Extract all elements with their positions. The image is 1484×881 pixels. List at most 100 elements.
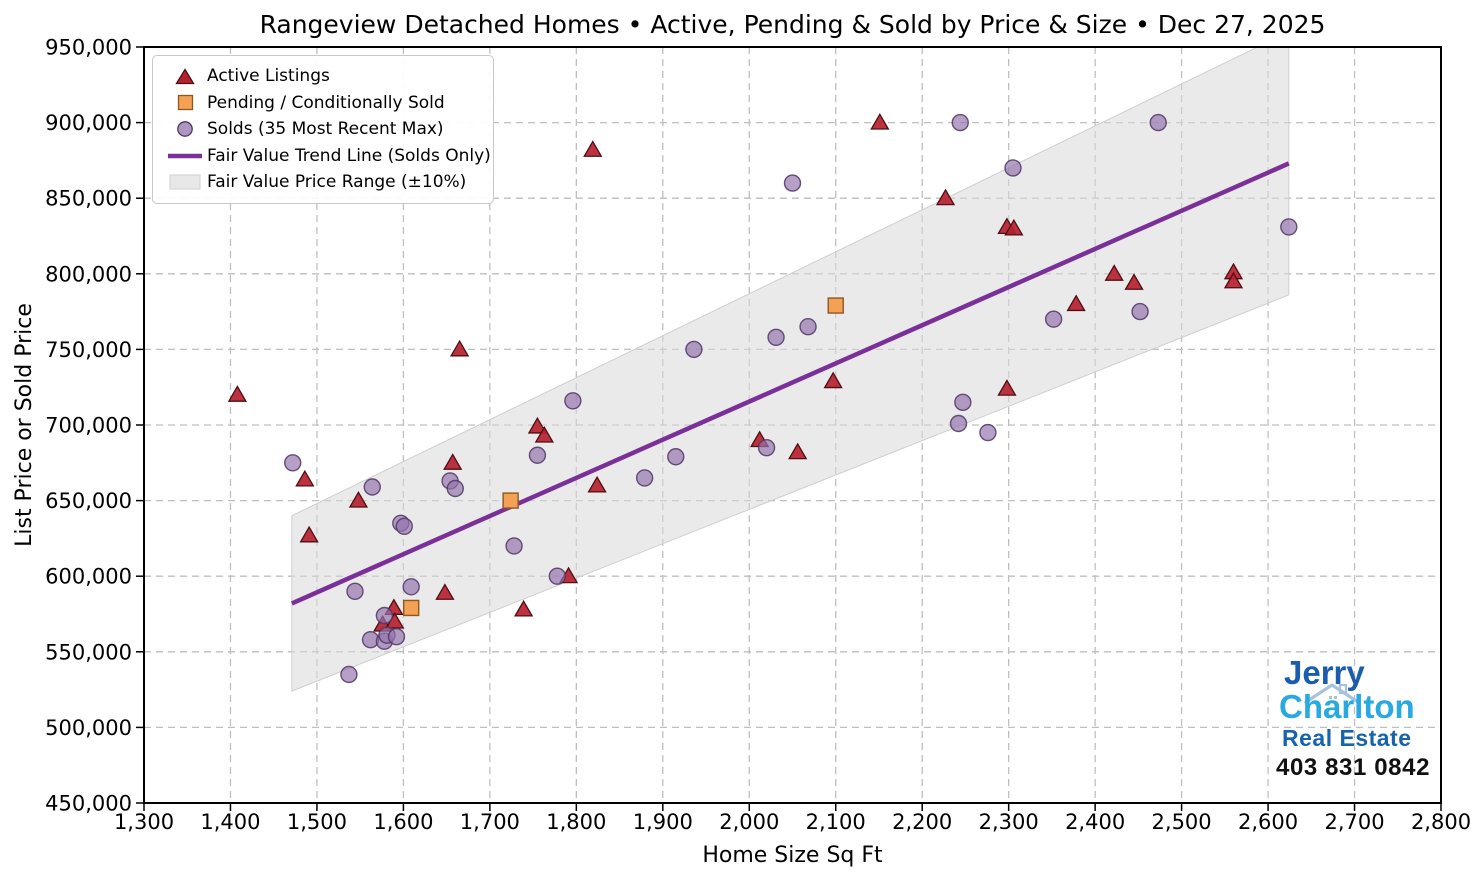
series-circle xyxy=(284,113,1298,684)
active-listing-point xyxy=(449,339,470,357)
x-tick-label: 1,500 xyxy=(287,810,347,834)
y-tick-label: 800,000 xyxy=(45,262,132,286)
legend-item-active-listings: Active Listings xyxy=(163,63,481,90)
y-tick-label: 550,000 xyxy=(45,640,132,664)
sold-circle-icon xyxy=(163,120,207,138)
sold-point xyxy=(387,627,406,646)
active-listing-point xyxy=(348,491,369,508)
x-tick-label: 2,300 xyxy=(979,810,1039,834)
y-tick-label: 500,000 xyxy=(45,716,132,740)
y-tick-label: 900,000 xyxy=(45,111,132,135)
legend: Active Listings Pending / Conditionally … xyxy=(152,55,494,204)
y-tick-label: 850,000 xyxy=(45,187,132,211)
legend-label: Fair Value Price Range (±10%) xyxy=(207,172,467,193)
chart-title: Rangeview Detached Homes • Active, Pendi… xyxy=(259,10,1326,39)
sold-point xyxy=(1044,310,1063,328)
sold-point xyxy=(635,469,654,487)
x-tick-label: 2,500 xyxy=(1152,810,1212,834)
y-tick-label: 700,000 xyxy=(45,414,132,438)
active-listing-point xyxy=(583,140,603,157)
x-tick-label: 1,700 xyxy=(460,810,520,834)
sold-point xyxy=(1131,302,1149,321)
logo-tagline: Real Estate xyxy=(1282,725,1412,751)
y-tick-label: 950,000 xyxy=(45,36,132,60)
sold-point xyxy=(505,537,523,555)
sold-point xyxy=(1004,159,1022,177)
active-listing-point xyxy=(587,475,607,493)
sold-point xyxy=(783,174,802,192)
logo-charlton-line: Charlton xyxy=(1279,683,1446,725)
active-listing-triangle-icon xyxy=(163,67,207,85)
pending-point xyxy=(402,599,420,617)
logo-phone-number: 403 831 0842 xyxy=(1276,754,1431,781)
x-tick-label: 2,700 xyxy=(1324,810,1384,834)
sold-point xyxy=(446,479,464,498)
y-tick-label: 750,000 xyxy=(45,338,132,362)
sold-point xyxy=(528,446,547,464)
active-listing-point xyxy=(1004,218,1024,236)
house-roof-icon xyxy=(1304,683,1360,704)
legend-label: Active Listings xyxy=(207,66,330,87)
active-listing-point xyxy=(443,453,463,470)
active-listing-point xyxy=(534,425,554,443)
x-tick-label: 1,800 xyxy=(546,810,606,834)
sold-point xyxy=(954,393,972,412)
active-listing-point xyxy=(435,583,455,600)
active-listing-point xyxy=(1104,264,1124,281)
fair-value-band xyxy=(291,47,1290,692)
x-tick-label: 1,300 xyxy=(114,810,174,834)
y-axis-label: List Price or Sold Price xyxy=(12,303,37,547)
pending-square-icon xyxy=(163,94,207,111)
x-tick-label: 1,400 xyxy=(200,810,260,834)
sold-point xyxy=(949,414,968,433)
active-listing-point xyxy=(935,188,956,206)
pending-point xyxy=(827,297,844,314)
x-tick-label: 1,900 xyxy=(633,810,693,834)
legend-label: Fair Value Trend Line (Solds Only) xyxy=(207,145,491,166)
active-listing-point xyxy=(527,416,548,434)
active-listing-point xyxy=(1223,271,1244,289)
sold-point xyxy=(402,578,420,596)
trend-line-icon xyxy=(163,152,207,160)
sold-point xyxy=(375,606,394,625)
sold-point xyxy=(346,582,364,601)
fair-value-trend-line xyxy=(290,161,1290,606)
pending-point xyxy=(502,492,519,509)
active-listing-point xyxy=(1124,273,1144,290)
logo-charlton-text: Charlton xyxy=(1279,688,1415,725)
sold-point xyxy=(799,318,817,336)
active-listing-point xyxy=(788,442,808,460)
active-listing-point xyxy=(870,113,890,130)
sold-point xyxy=(767,328,785,347)
x-tick-label: 2,800 xyxy=(1411,810,1471,834)
active-listing-point xyxy=(299,525,319,543)
y-tick-label: 450,000 xyxy=(45,792,132,816)
active-listing-point xyxy=(227,385,248,402)
x-tick-label: 2,600 xyxy=(1238,810,1298,834)
active-listing-point xyxy=(295,469,315,487)
legend-label: Solds (35 Most Recent Max) xyxy=(207,119,444,140)
legend-label: Pending / Conditionally Sold xyxy=(207,92,445,113)
sold-point xyxy=(979,423,997,442)
sold-point xyxy=(685,340,703,359)
tick-labels: 1,300 1,400 1,500 1,600 1,700 1,800 1,900 2,000… xyxy=(45,36,1471,835)
x-tick-label: 2,200 xyxy=(892,810,952,834)
x-tick-label: 2,000 xyxy=(719,810,779,834)
sold-point xyxy=(564,392,582,410)
legend-item-pending: Pending / Conditionally Sold xyxy=(163,90,481,117)
active-listing-point xyxy=(1066,294,1086,312)
y-tick-label: 650,000 xyxy=(45,489,132,513)
x-tick-label: 2,400 xyxy=(1065,810,1125,834)
sold-point xyxy=(284,454,302,472)
series-square xyxy=(402,297,844,617)
legend-item-solds: Solds (35 Most Recent Max) xyxy=(163,116,481,143)
brand-logo: Jerry Charlton Real Estate 403 831 0842 xyxy=(1276,656,1446,780)
active-listing-point xyxy=(997,379,1017,396)
active-listing-point xyxy=(513,599,534,617)
sold-point xyxy=(951,113,969,132)
sold-point xyxy=(757,438,776,457)
x-tick-label: 1,600 xyxy=(373,810,433,834)
sold-point xyxy=(1280,218,1298,236)
